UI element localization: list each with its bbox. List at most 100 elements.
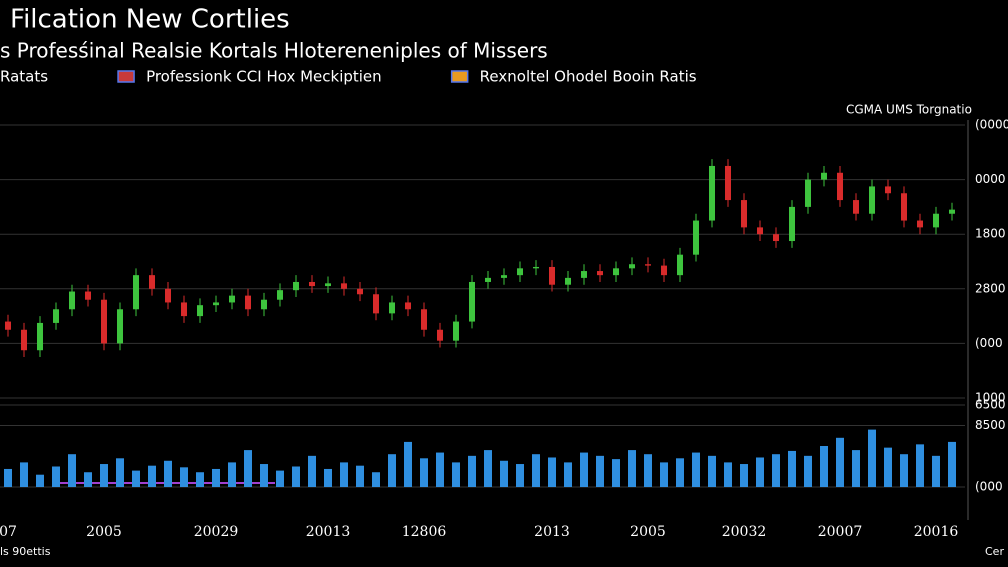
legend-swatch — [450, 70, 469, 83]
y-tick-label: 1800 — [975, 227, 1006, 241]
candle-body — [501, 275, 507, 278]
volume-bar — [484, 450, 492, 487]
volume-bar — [372, 472, 380, 487]
volume-bar — [180, 467, 188, 487]
candle-body — [437, 329, 443, 341]
volume-bar — [932, 455, 940, 487]
volume-bar — [500, 460, 508, 487]
candle-body — [933, 213, 939, 228]
volume-bar — [596, 455, 604, 487]
volume-bar — [868, 429, 876, 487]
candle-body — [533, 266, 539, 269]
volume-bar — [516, 464, 524, 487]
candle-body — [757, 227, 763, 235]
candle-body — [309, 281, 315, 287]
volume-bar — [900, 454, 908, 487]
candle-body — [565, 277, 571, 285]
volume-bar — [84, 472, 92, 487]
candle-body — [213, 302, 219, 306]
volume-bar — [468, 455, 476, 487]
volume-bar — [564, 462, 572, 487]
volume-bar — [660, 462, 668, 487]
candle-body — [485, 277, 491, 282]
volume-bar — [100, 464, 108, 487]
volume-bar — [756, 457, 764, 487]
volume-bar — [356, 465, 364, 487]
candle-body — [917, 220, 923, 228]
legend-label: Ratats — [0, 68, 48, 86]
volume-bar — [20, 462, 28, 487]
y-tick-label: 6500 — [975, 398, 1006, 412]
footer-left: ls 90ettis — [0, 545, 51, 558]
x-tick-label: 2013 — [534, 524, 570, 540]
volume-bar — [532, 454, 540, 487]
volume-bar — [292, 466, 300, 487]
volume-bar — [148, 465, 156, 487]
volume-bar — [948, 441, 956, 487]
candle-body — [645, 264, 651, 266]
volume-bar — [132, 470, 140, 487]
candle-body — [261, 299, 267, 310]
x-tick-label: 2005 — [630, 524, 666, 540]
candle-body — [869, 186, 875, 214]
volume-bar — [740, 464, 748, 487]
volume-bar — [548, 457, 556, 487]
volume-bar — [820, 446, 828, 487]
candle-body — [837, 172, 843, 201]
candle-body — [581, 271, 587, 278]
volume-bar — [772, 454, 780, 487]
chart-subtitle: s Profesśinal Realsie Kortals Hloterenen… — [0, 39, 548, 63]
candle-body — [69, 291, 75, 310]
candle-body — [389, 302, 395, 314]
legend-swatch — [117, 70, 135, 83]
candle-body — [421, 309, 427, 330]
candle-body — [597, 271, 603, 276]
volume-bar — [212, 468, 220, 487]
volume-bar — [916, 444, 924, 487]
candle-body — [373, 294, 379, 314]
volume-bar — [324, 468, 332, 487]
volume-bar — [804, 455, 812, 487]
volume-bar — [228, 462, 236, 487]
footer-right: Cer — [985, 545, 1004, 558]
candle-body — [853, 200, 859, 214]
candle-body — [677, 254, 683, 276]
candle-body — [549, 266, 555, 285]
x-tick-label: 20007 — [818, 524, 863, 540]
candle-body — [709, 165, 715, 221]
candle-body — [517, 268, 523, 276]
candle-body — [405, 302, 411, 310]
candle-body — [101, 299, 107, 344]
y-tick-label: 0000 — [975, 172, 1006, 186]
candle-body — [293, 281, 299, 291]
x-tick-label: 20016 — [914, 524, 959, 540]
candle-body — [21, 329, 27, 351]
x-tick-label: 20013 — [306, 524, 351, 540]
candle-body — [85, 291, 91, 300]
volume-bar — [436, 452, 444, 487]
volume-bar — [196, 472, 204, 487]
volume-bar — [692, 452, 700, 487]
candle-body — [629, 264, 635, 269]
volume-bar — [788, 450, 796, 487]
candle-body — [133, 275, 139, 310]
candle-body — [357, 288, 363, 295]
volume-bar — [308, 455, 316, 487]
y-tick-label: 1000 — [975, 391, 1006, 405]
candle-body — [117, 309, 123, 344]
legend-label: Professionk CCI Hox Meckiptien — [146, 68, 382, 86]
candle-body — [181, 302, 187, 317]
volume-bar — [644, 454, 652, 487]
candle-body — [37, 322, 43, 351]
candle-body — [197, 305, 203, 317]
volume-bar — [676, 458, 684, 487]
candle-body — [325, 283, 331, 287]
volume-bar — [52, 466, 60, 487]
candle-body — [693, 220, 699, 255]
volume-bar — [244, 450, 252, 487]
candle-body — [661, 265, 667, 276]
candle-body — [5, 321, 11, 330]
y-tick-label: 8500 — [975, 418, 1006, 432]
